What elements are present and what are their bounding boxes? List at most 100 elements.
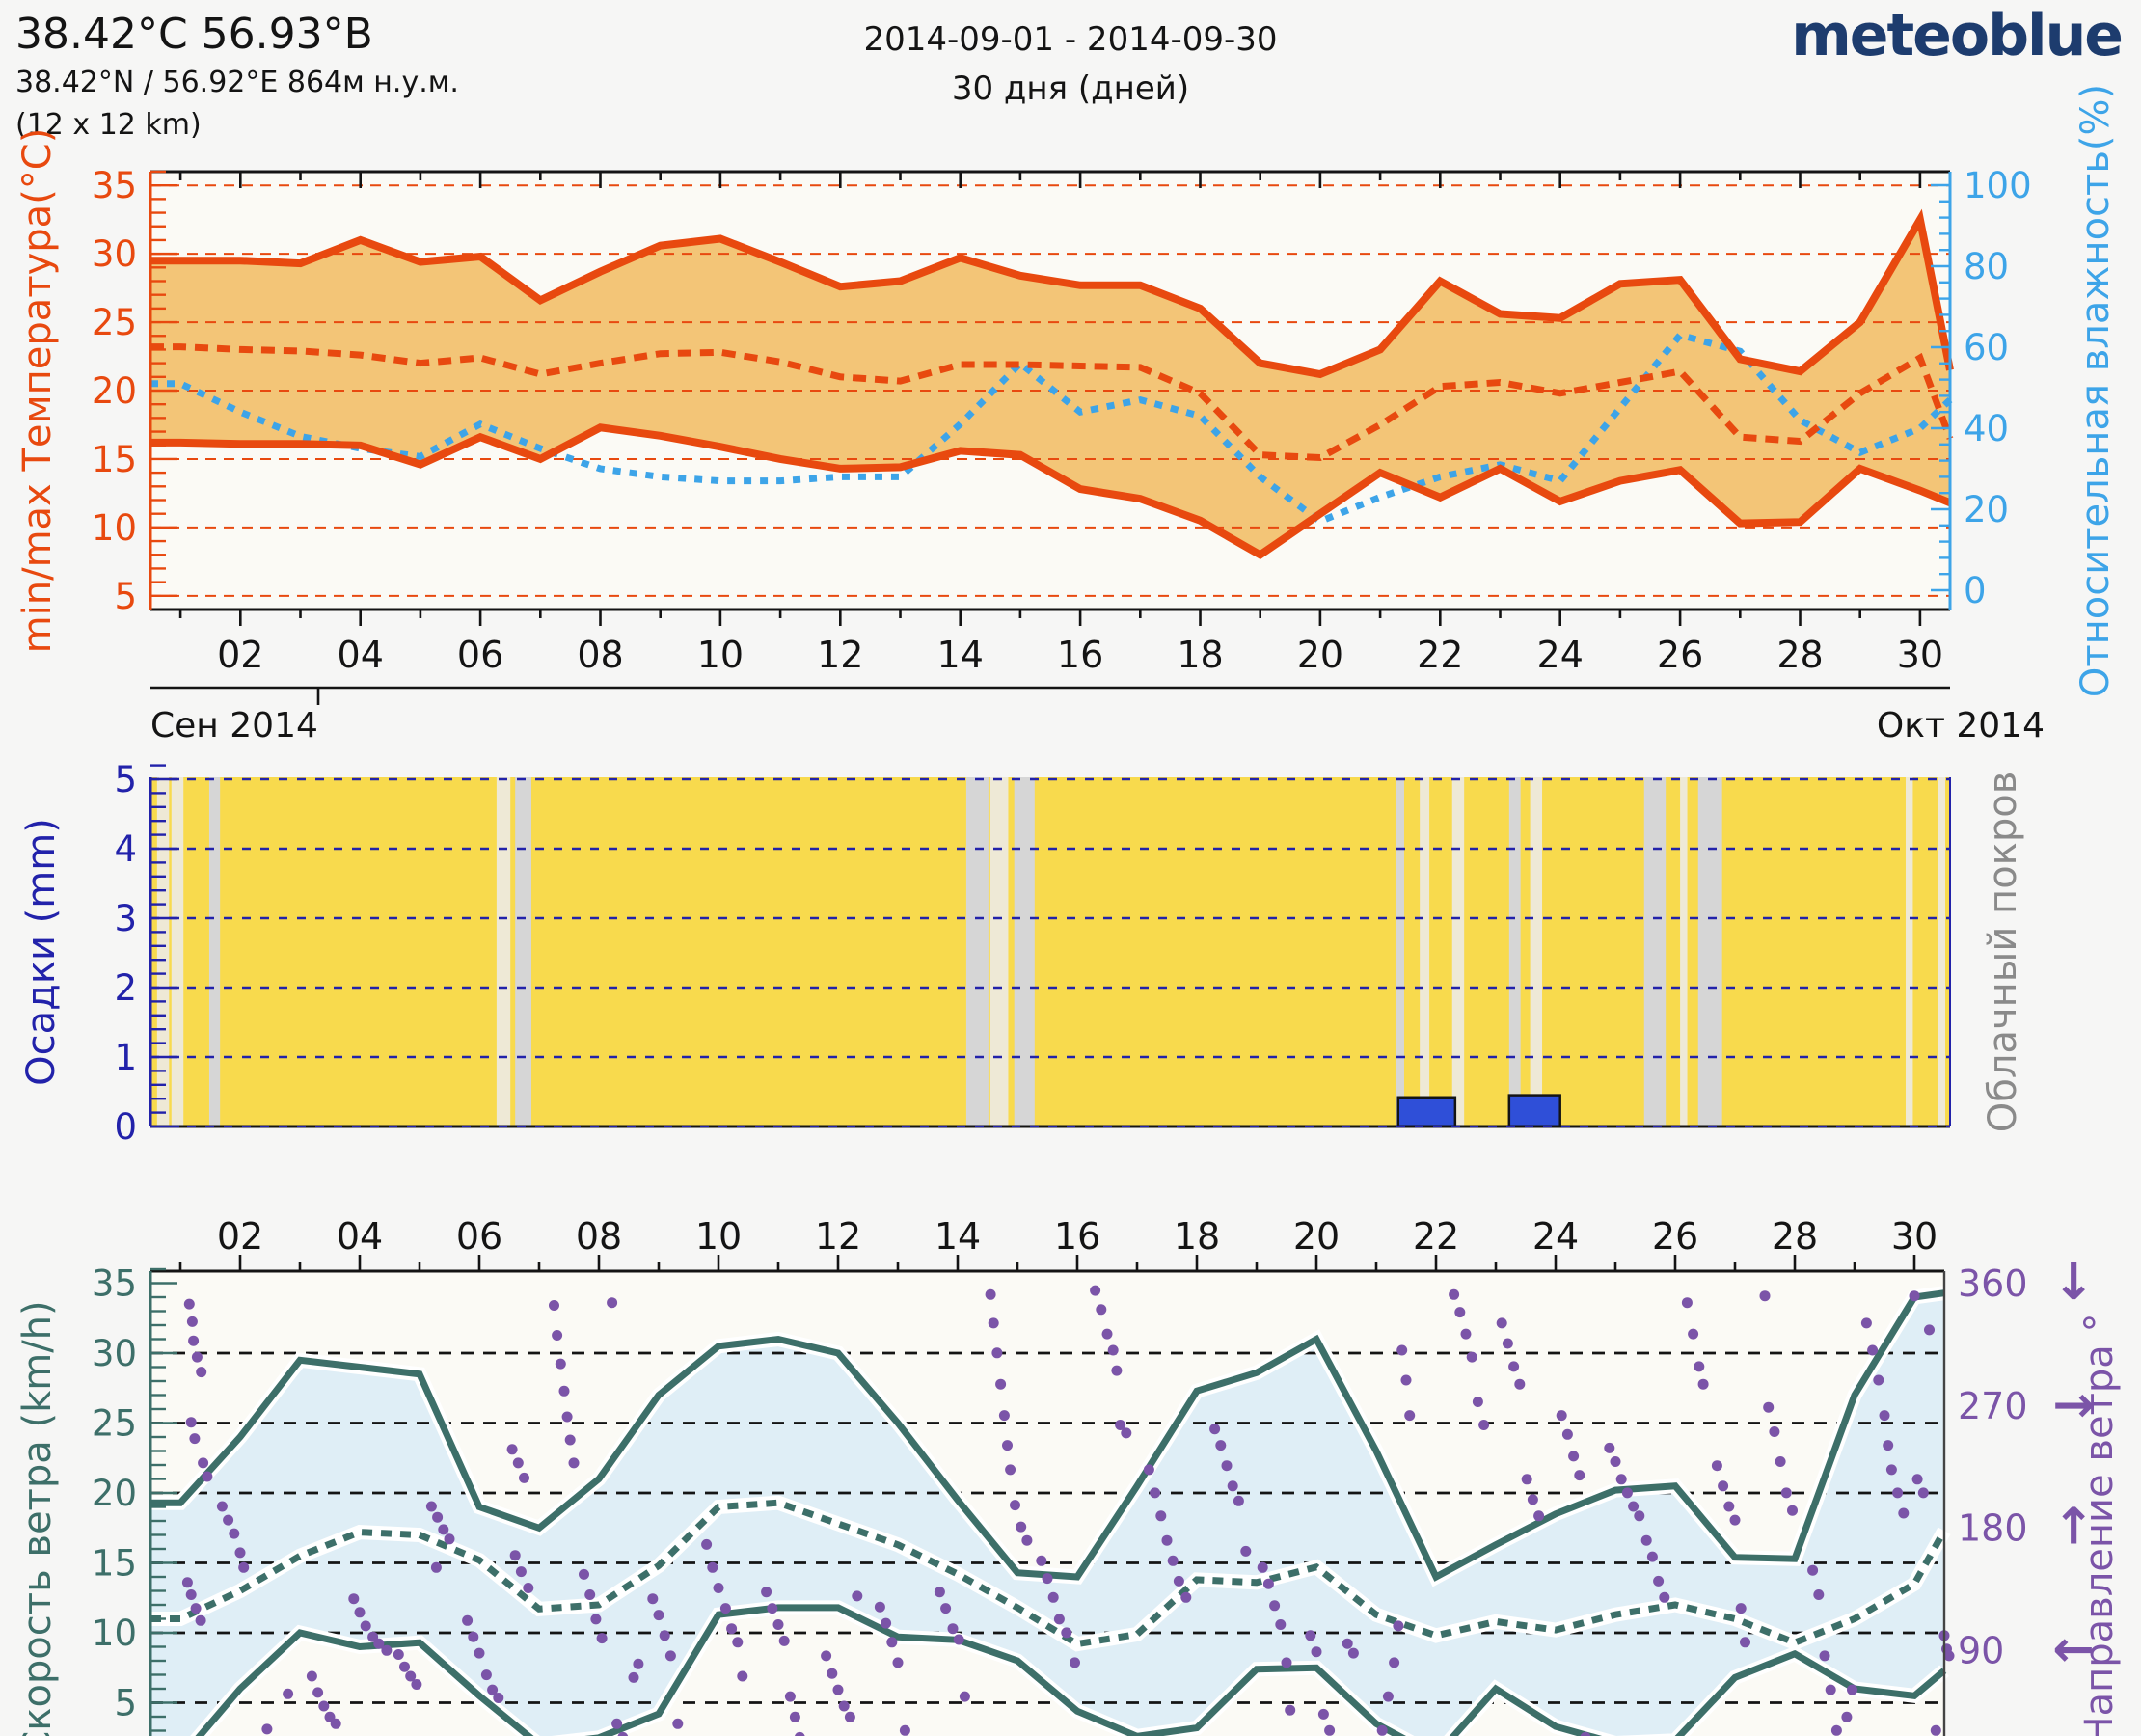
wind-direction-dot	[1400, 1374, 1412, 1386]
wind-direction-dot	[360, 1620, 371, 1632]
cloud-cover-stripe	[208, 777, 221, 1126]
wind-direction-dot	[1275, 1619, 1287, 1630]
temperature-chart: 02 04 06 08 10 12 14 16 18 20 22 24 26 28 30 5 10 15 20 25 3…	[15, 84, 2118, 697]
wind-direction-dot	[444, 1533, 455, 1545]
humidity-tick-label: 80	[1964, 246, 2009, 287]
cloud-cover-stripe	[1014, 777, 1035, 1126]
wind-tick-label: 10	[92, 1613, 137, 1654]
wind-direction-dot	[1898, 1507, 1910, 1519]
wind-direction-dot	[832, 1684, 844, 1695]
wind-direction-arrow-icon: ↑	[2052, 1499, 2095, 1557]
cloud-cover-stripe	[1508, 777, 1521, 1126]
temp-min-line	[150, 423, 1952, 560]
wind-direction-dot	[1556, 1410, 1567, 1422]
wind-direction-dot	[1615, 1474, 1627, 1485]
humidity-tick-label: 60	[1964, 327, 2009, 368]
temp-tick-label: 20	[92, 370, 137, 412]
wind-direction-dot	[1711, 1460, 1722, 1472]
x-tick-label: 12	[817, 634, 863, 676]
duration: 30 дня (дней)	[951, 69, 1190, 108]
wind-direction-dot	[1173, 1575, 1184, 1587]
wind-direction-dot	[1830, 1724, 1842, 1736]
temp-tick-label: 10	[92, 507, 137, 549]
cloud-cover-stripe	[1451, 777, 1465, 1126]
wind-direction-dot	[1053, 1614, 1065, 1625]
x-tick-label: 20	[1293, 1215, 1340, 1258]
x-tick-label: 28	[1772, 1215, 1818, 1258]
wind-direction-dot	[611, 1718, 623, 1729]
wind-direction-dot	[1787, 1505, 1798, 1516]
wind-direction-dot	[196, 1367, 207, 1378]
wind-direction-dot	[1281, 1657, 1292, 1668]
cloud-cover-stripe	[1680, 777, 1688, 1126]
wind-direction-dot	[647, 1593, 659, 1605]
x-tick-label: 04	[338, 634, 384, 676]
x-tick-label: 02	[217, 634, 263, 676]
x-tick-label: 16	[1057, 634, 1103, 676]
wind-direction-dot	[183, 1298, 195, 1310]
wind-direction-dot	[480, 1669, 492, 1681]
wind-tick-label: 15	[92, 1543, 137, 1585]
wind-direction-dot	[1911, 1474, 1923, 1485]
wind-direction-dot	[1021, 1534, 1033, 1546]
wind-direction-dot	[1002, 1440, 1013, 1451]
wind-direction-dot	[506, 1444, 518, 1455]
wind-direction-dot	[468, 1631, 479, 1642]
wind-direction-dot	[761, 1587, 772, 1598]
grid-resolution: (12 x 12 km)	[15, 108, 202, 142]
wind-direction-dot	[1883, 1440, 1894, 1451]
wind-direction-dot	[1150, 1487, 1161, 1499]
wind-direction-dot	[1404, 1410, 1416, 1422]
wind-direction-dot	[509, 1550, 521, 1561]
wind-direction-dot	[726, 1623, 738, 1635]
x-tick-label: 16	[1054, 1215, 1100, 1258]
precip-tick-label: 0	[114, 1106, 137, 1148]
wind-direction-dot	[1449, 1288, 1460, 1300]
precipitation-bar	[1507, 1094, 1561, 1128]
wind-direction-dot	[462, 1614, 474, 1626]
wind-direction-dot	[425, 1501, 437, 1512]
cloud-cover-stripe	[1530, 777, 1543, 1126]
cloud-cover-stripe	[1905, 777, 1913, 1126]
temp-tick-label: 30	[92, 233, 137, 275]
wind-direction-dot	[953, 1634, 964, 1645]
wind-direction-dot	[1180, 1591, 1192, 1603]
direction-tick-label: 180	[1958, 1507, 2028, 1550]
wind-direction-dot	[1813, 1589, 1825, 1600]
wind-direction-dot	[1010, 1500, 1020, 1511]
wind-direction-dot	[940, 1603, 952, 1614]
wind-direction-dot	[633, 1658, 644, 1669]
x-tick-label: 22	[1417, 634, 1463, 676]
x-tick-label: 10	[695, 1215, 742, 1258]
cloud-cover-stripe	[965, 777, 989, 1126]
wind-direction-dot	[1466, 1351, 1477, 1363]
precip-tick-label: 2	[114, 967, 137, 1009]
wind-direction-dot	[181, 1577, 193, 1588]
x-tick-label: 12	[815, 1215, 861, 1258]
x-tick-label: 18	[1177, 634, 1223, 676]
wind-direction-dot	[1376, 1724, 1388, 1736]
precip-axis-title: Осадки (mm)	[19, 818, 64, 1086]
wind-direction-dot	[185, 1417, 197, 1428]
wind-direction-dot	[306, 1670, 317, 1682]
wind-direction-dot	[1514, 1378, 1526, 1390]
x-tick-label: 28	[1776, 634, 1823, 676]
cloud-cover-stripe	[1420, 777, 1430, 1126]
wind-direction-dot	[430, 1561, 442, 1573]
wind-direction-dot	[772, 1619, 784, 1630]
wind-direction-dot	[1819, 1650, 1830, 1662]
temp-tick-label: 15	[92, 439, 137, 480]
wind-direction-dot	[1347, 1647, 1359, 1659]
wind-direction-dot	[1269, 1600, 1281, 1612]
wind-direction-dot	[732, 1637, 744, 1648]
wind-direction-dot	[1521, 1474, 1532, 1485]
wind-direction-dot	[1740, 1637, 1750, 1648]
x-tick-label: 02	[217, 1215, 263, 1258]
wind-direction-dot	[1305, 1630, 1316, 1641]
wind-direction-dot	[399, 1661, 410, 1672]
wind-direction-dot	[261, 1723, 273, 1735]
cloud-cover-stripe	[989, 777, 1009, 1126]
wind-direction-dot	[701, 1538, 713, 1550]
wind-direction-dot	[1735, 1603, 1747, 1614]
humidity-tick-label: 40	[1964, 408, 2009, 449]
